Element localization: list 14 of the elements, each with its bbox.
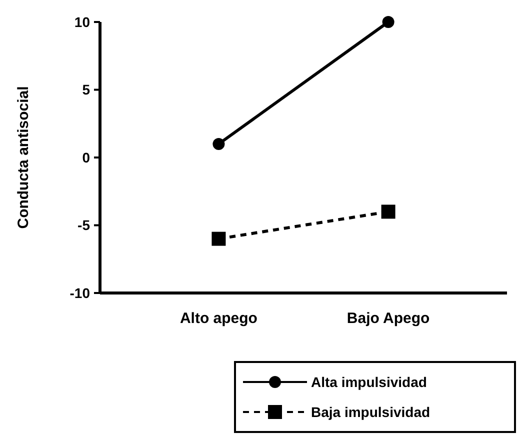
point — [381, 204, 396, 219]
point — [382, 16, 394, 28]
y-tick-label: 10 — [74, 14, 90, 30]
point — [212, 138, 225, 150]
y-tick-label: -10 — [70, 284, 90, 301]
x-tick-label: Bajo Apego — [346, 310, 430, 327]
y-axis-title: Conducta antisocial — [15, 86, 32, 229]
y-tick-label: 0 — [82, 149, 90, 166]
point — [212, 232, 226, 246]
y-tick-label: 5 — [82, 82, 90, 98]
x-tick-label: Alto apego — [180, 310, 258, 327]
legend-label: Baja impulsividad — [311, 404, 430, 420]
y-tick-label: -5 — [78, 217, 90, 234]
legend-label: Alta impulsividad — [311, 374, 427, 390]
